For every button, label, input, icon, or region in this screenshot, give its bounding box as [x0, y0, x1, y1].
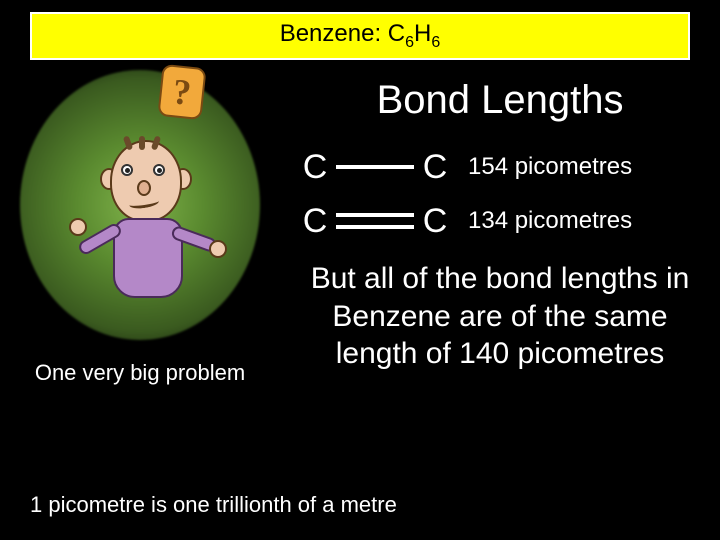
title-sub1: 6	[405, 34, 414, 51]
confused-person-illustration: ?	[20, 70, 260, 340]
explanation-paragraph: But all of the bond lengths in Benzene a…	[290, 260, 710, 373]
cartoon-figure	[75, 140, 225, 330]
double-bond-row: C C 134 picometres	[300, 196, 700, 246]
title-bar: Benzene: C6H6	[30, 12, 690, 60]
atom-left: C	[300, 148, 330, 187]
title-mid: H	[414, 20, 431, 47]
single-bond-row: C C 154 picometres	[300, 142, 700, 192]
double-bond-length: 134 picometres	[468, 207, 632, 235]
atom-left: C	[300, 202, 330, 241]
section-heading: Bond Lengths	[300, 78, 700, 123]
single-bond-icon	[330, 165, 420, 169]
single-bond-length: 154 picometres	[468, 153, 632, 181]
title-prefix: Benzene: C	[280, 20, 405, 47]
title-text: Benzene: C6H6	[280, 20, 441, 52]
double-bond-icon	[330, 213, 420, 229]
question-mark-icon: ?	[150, 64, 210, 134]
atom-right: C	[420, 148, 450, 187]
footnote: 1 picometre is one trillionth of a metre	[30, 492, 397, 518]
atom-right: C	[420, 202, 450, 241]
illustration-caption: One very big problem	[20, 360, 260, 386]
title-sub2: 6	[431, 34, 440, 51]
